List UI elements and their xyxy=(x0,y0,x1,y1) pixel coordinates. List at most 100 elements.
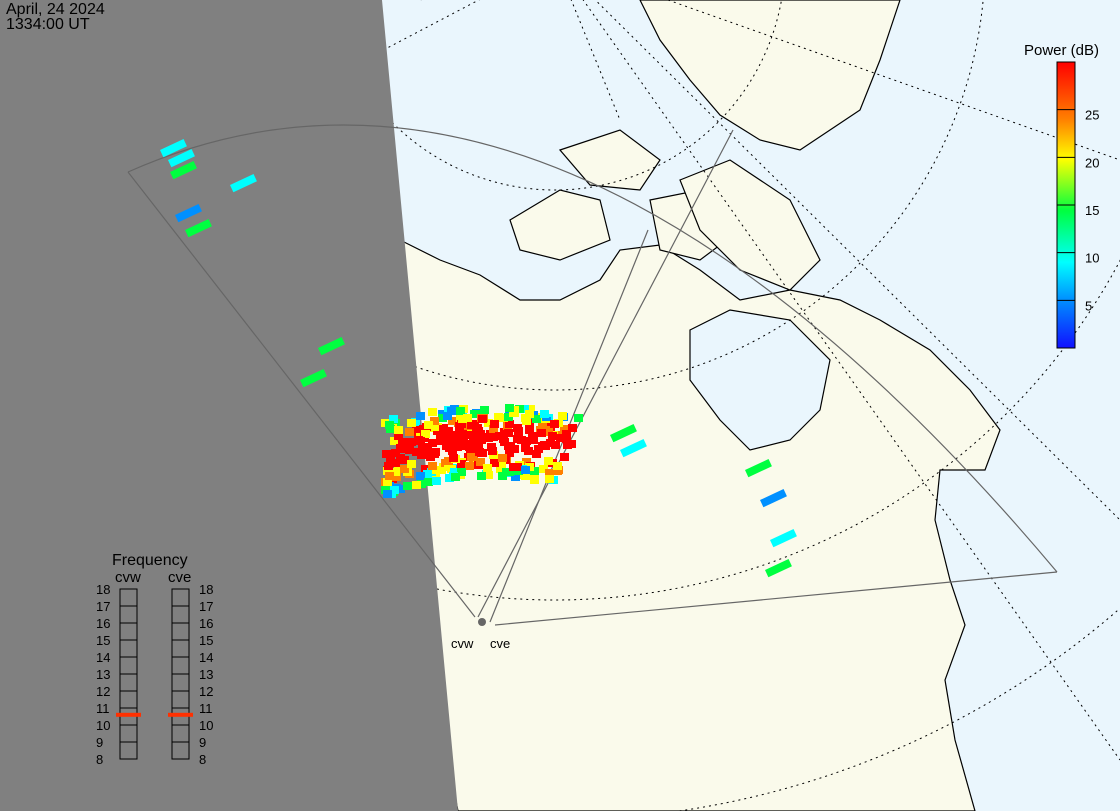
frequency-scale-label: 8 xyxy=(199,752,206,767)
frequency-scale-label: 8 xyxy=(96,752,103,767)
echo-cell xyxy=(530,467,539,475)
echo-cell xyxy=(447,407,456,415)
echo-cell xyxy=(477,436,486,444)
echo-cell xyxy=(444,457,453,465)
echo-cell xyxy=(568,424,577,432)
frequency-scale-label: 16 xyxy=(199,616,213,631)
echo-cell xyxy=(432,477,441,485)
echo-cell xyxy=(424,421,433,429)
echo-cell xyxy=(574,414,583,422)
date-label: April, 24 2024 xyxy=(6,1,105,18)
echo-cell xyxy=(424,478,433,486)
frequency-scale-label: 14 xyxy=(96,650,110,665)
echo-cell xyxy=(474,443,483,451)
echo-cell xyxy=(170,161,197,180)
fov-edge xyxy=(127,171,476,618)
colorbar-tick-label: 10 xyxy=(1085,251,1099,266)
echo-cell xyxy=(394,432,403,440)
echo-cell xyxy=(484,419,493,427)
echo-cell xyxy=(452,431,461,439)
freq-col-cve: cve xyxy=(168,569,191,586)
echo-cell xyxy=(421,430,430,438)
echo-cell xyxy=(444,427,453,435)
echo-cell xyxy=(230,174,257,193)
echo-cell xyxy=(403,482,412,490)
echo-cell xyxy=(505,443,514,451)
echo-cell xyxy=(318,337,345,356)
frequency-scale-label: 12 xyxy=(199,684,213,699)
echo-cell xyxy=(412,448,421,456)
echo-cell xyxy=(446,439,455,447)
echo-cell xyxy=(472,437,481,445)
echo-cell xyxy=(417,451,426,459)
echo-cell xyxy=(521,472,530,480)
frequency-scale-label: 9 xyxy=(199,735,206,750)
echo-cell xyxy=(383,478,392,486)
frequency-scale-label: 16 xyxy=(96,616,110,631)
echo-cell xyxy=(416,412,425,420)
echo-cell xyxy=(430,450,439,458)
echo-cell xyxy=(509,463,518,471)
echo-cell xyxy=(423,470,432,478)
frequency-scale-label: 15 xyxy=(199,633,213,648)
echo-cell xyxy=(553,467,562,475)
echo-cell xyxy=(480,406,489,414)
echo-cell xyxy=(560,425,569,433)
echo-cell xyxy=(416,437,425,445)
echo-cell xyxy=(495,432,504,440)
frequency-scale-label: 9 xyxy=(96,735,103,750)
fov-edge xyxy=(477,129,734,618)
echo-cell xyxy=(160,139,187,158)
echo-cell xyxy=(546,439,555,447)
echo-cell xyxy=(760,489,787,508)
echo-cell xyxy=(509,409,518,417)
echo-cell xyxy=(457,420,466,428)
echo-cell xyxy=(465,443,474,451)
echo-cell xyxy=(498,454,507,462)
echo-cell xyxy=(417,480,426,488)
frequency-marker-cve xyxy=(168,712,193,717)
echo-cell xyxy=(385,421,394,429)
echo-cell xyxy=(448,447,457,455)
echo-cell xyxy=(477,472,486,480)
latitude-circle xyxy=(328,0,782,191)
echo-cell xyxy=(499,414,508,422)
echo-cell xyxy=(463,414,472,422)
echo-cell xyxy=(418,445,427,453)
echo-cell xyxy=(383,467,392,475)
echo-cell xyxy=(438,414,447,422)
fov-outer-arc xyxy=(127,124,1058,573)
echo-cell xyxy=(390,486,399,494)
echo-cell xyxy=(473,424,482,432)
echo-cell xyxy=(560,453,569,461)
echo-cell xyxy=(543,426,552,434)
greenland xyxy=(639,0,901,151)
frequency-title: Frequency xyxy=(112,552,188,569)
colorbar-ticks: 25 20 15 10 5 xyxy=(1057,108,1099,313)
echo-cell xyxy=(502,468,511,476)
colorbar-tick-label: 5 xyxy=(1085,298,1092,313)
echo-cell xyxy=(545,475,554,483)
echo-cell xyxy=(510,445,519,453)
baffin-island xyxy=(679,159,821,291)
echo-cell xyxy=(175,204,202,223)
frequency-scale-label: 18 xyxy=(96,582,110,597)
frequency-bars: 18 18 17 17 16 16 15 15 14 14 13 13 12 12 11 11 10 10 9 9 8 8 xyxy=(96,582,213,767)
echo-cell xyxy=(396,485,405,493)
echo-cell xyxy=(470,410,479,418)
arctic-island xyxy=(558,129,661,191)
echo-cell xyxy=(497,460,506,468)
echo-cell xyxy=(526,405,535,413)
echo-cell xyxy=(551,441,560,449)
radar-label-cvw: cvw xyxy=(451,636,474,651)
echo-cell xyxy=(412,425,421,433)
echo-cell xyxy=(448,417,457,425)
echo-cell xyxy=(421,465,430,473)
echo-cell xyxy=(532,450,541,458)
echo-cell xyxy=(419,425,428,433)
echo-cell xyxy=(443,412,452,420)
echo-cell xyxy=(384,462,393,470)
echo-cell xyxy=(416,472,425,480)
echo-cell xyxy=(562,435,571,443)
